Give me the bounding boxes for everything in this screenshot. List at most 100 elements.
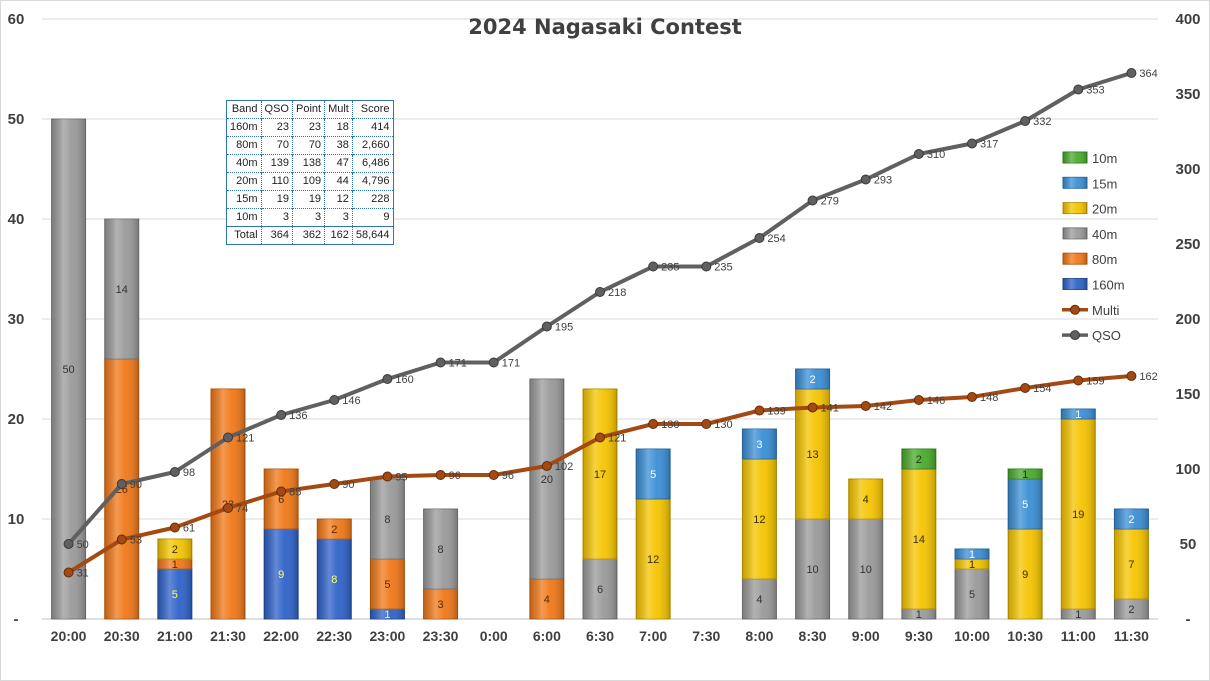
bar-value-label: 2: [1128, 604, 1134, 616]
line-value-label: 235: [714, 262, 732, 274]
table-cell: 3: [324, 208, 353, 227]
line-point: [329, 479, 340, 489]
bar-value-label: 1: [969, 549, 975, 561]
bar-value-label: 17: [594, 469, 606, 481]
legend-swatch-shine: [1063, 202, 1087, 214]
bar-value-label: 1: [1075, 609, 1081, 621]
table-body: 160m 23 23 18 414 80m 70 70 38 2,660 40m 139 138 47 6,…: [226, 118, 393, 245]
bar-segment-shine: [1061, 409, 1096, 419]
bar-segment-shine: [1008, 469, 1043, 479]
table-cell: 70: [260, 136, 293, 155]
table-header-cell: Mult: [324, 100, 353, 119]
x-axis-tick: 23:00: [370, 628, 406, 644]
bar-value-label: 8: [438, 544, 444, 556]
line-value-label: 279: [821, 196, 839, 208]
table-row: 80m 70 70 38 2,660: [226, 136, 393, 155]
line-value-label: 154: [1033, 383, 1051, 395]
line-point: [648, 261, 659, 272]
table-cell: 20m: [226, 172, 262, 191]
line-point: [860, 401, 871, 411]
bar-segment-shine: [1008, 529, 1043, 619]
line-value-label: 353: [1086, 85, 1104, 97]
line-point: [648, 419, 659, 429]
line-point: [169, 522, 180, 533]
table-cell: 139: [260, 154, 293, 173]
line-value-label: 136: [289, 410, 307, 422]
bar-value-label: 14: [913, 534, 925, 546]
right-axis-tick: 300: [1175, 161, 1200, 178]
table-cell: 10m: [226, 208, 262, 227]
bar-segment-shine: [636, 449, 671, 499]
bar-segment-shine: [157, 539, 192, 559]
bar-segment-shine: [848, 479, 883, 519]
line-point: [913, 149, 924, 159]
x-axis-tick: 23:30: [423, 628, 459, 644]
table-cell: 80m: [226, 136, 262, 155]
bar-segment-shine: [317, 519, 352, 539]
line-value-label: 160: [395, 374, 413, 386]
table-row: 40m 139 138 47 6,486: [226, 154, 393, 173]
line-point: [435, 357, 446, 368]
bar-segment-shine: [104, 359, 139, 619]
bar-segment-shine: [529, 579, 564, 619]
right-axis-tick: 400: [1175, 11, 1200, 28]
line-value-label: 148: [980, 392, 998, 404]
table-cell: 9: [351, 208, 393, 227]
bar-value-label: 10: [860, 564, 872, 576]
bar-value-label: 13: [806, 449, 818, 461]
x-axis-tick: 22:00: [263, 628, 299, 644]
table-cell: 70: [291, 136, 325, 155]
line-value-label: 98: [183, 467, 195, 479]
bar-value-label: 3: [438, 599, 444, 611]
line-value-label: 317: [980, 139, 998, 151]
bar-value-label: 4: [544, 594, 550, 606]
axes: -102030405060-5010015020025030035040020:…: [8, 11, 1201, 644]
table-header-cell: QSO: [260, 100, 293, 119]
bar-segment-shine: [901, 609, 936, 619]
line-value-label: 159: [1086, 376, 1104, 388]
score-table: Band QSO Point Mult Score 160m 23 23 18 414 80m 70…: [226, 100, 394, 245]
line-value-label: 96: [449, 470, 461, 482]
x-axis-tick: 0:00: [480, 628, 508, 644]
legend-label: 160m: [1092, 278, 1125, 293]
legend-swatch-shine: [1063, 278, 1087, 290]
right-axis-tick: 150: [1175, 386, 1200, 403]
bar-value-label: 1: [172, 559, 178, 571]
line-point: [382, 374, 393, 384]
table-cell: 2,660: [351, 136, 393, 155]
bar-segment-shine: [104, 219, 139, 359]
bar-value-label: 4: [756, 594, 762, 606]
bar-value-label: 20: [541, 474, 553, 486]
bar-segment-shine: [370, 559, 405, 609]
line-value-label: 102: [555, 461, 573, 473]
bar-segment-shine: [636, 499, 671, 619]
table-cell: 19: [291, 190, 325, 209]
line-point: [595, 432, 605, 443]
legend-label: 20m: [1092, 202, 1117, 217]
table-cell: 160m: [226, 118, 262, 137]
line-point: [701, 419, 712, 429]
right-axis-tick: 350: [1175, 86, 1200, 103]
line-point: [223, 503, 233, 513]
bar-value-label: 9: [1022, 569, 1028, 581]
line-point: [541, 321, 552, 332]
table-cell: 58,644: [351, 226, 393, 245]
legend-label: 10m: [1092, 151, 1117, 166]
bar-value-label: 2: [331, 524, 337, 536]
line-point: [1126, 371, 1137, 381]
line-value-label: 141: [821, 403, 839, 415]
bar-segment-shine: [1114, 509, 1149, 529]
line-point: [754, 405, 765, 416]
table-cell: 40m: [226, 154, 262, 173]
line-value-label: 50: [77, 539, 89, 551]
line-point: [488, 357, 499, 368]
line-point: [63, 539, 74, 549]
line-point: [382, 471, 393, 482]
line-value-label: 90: [342, 479, 354, 491]
table-row: 20m 110 109 44 4,796: [226, 172, 393, 191]
bar-value-label: 12: [753, 514, 765, 526]
line-point: [913, 395, 924, 405]
legend-swatch-shine: [1063, 152, 1087, 163]
line-point: [276, 410, 287, 420]
bar-value-label: 5: [969, 589, 975, 601]
